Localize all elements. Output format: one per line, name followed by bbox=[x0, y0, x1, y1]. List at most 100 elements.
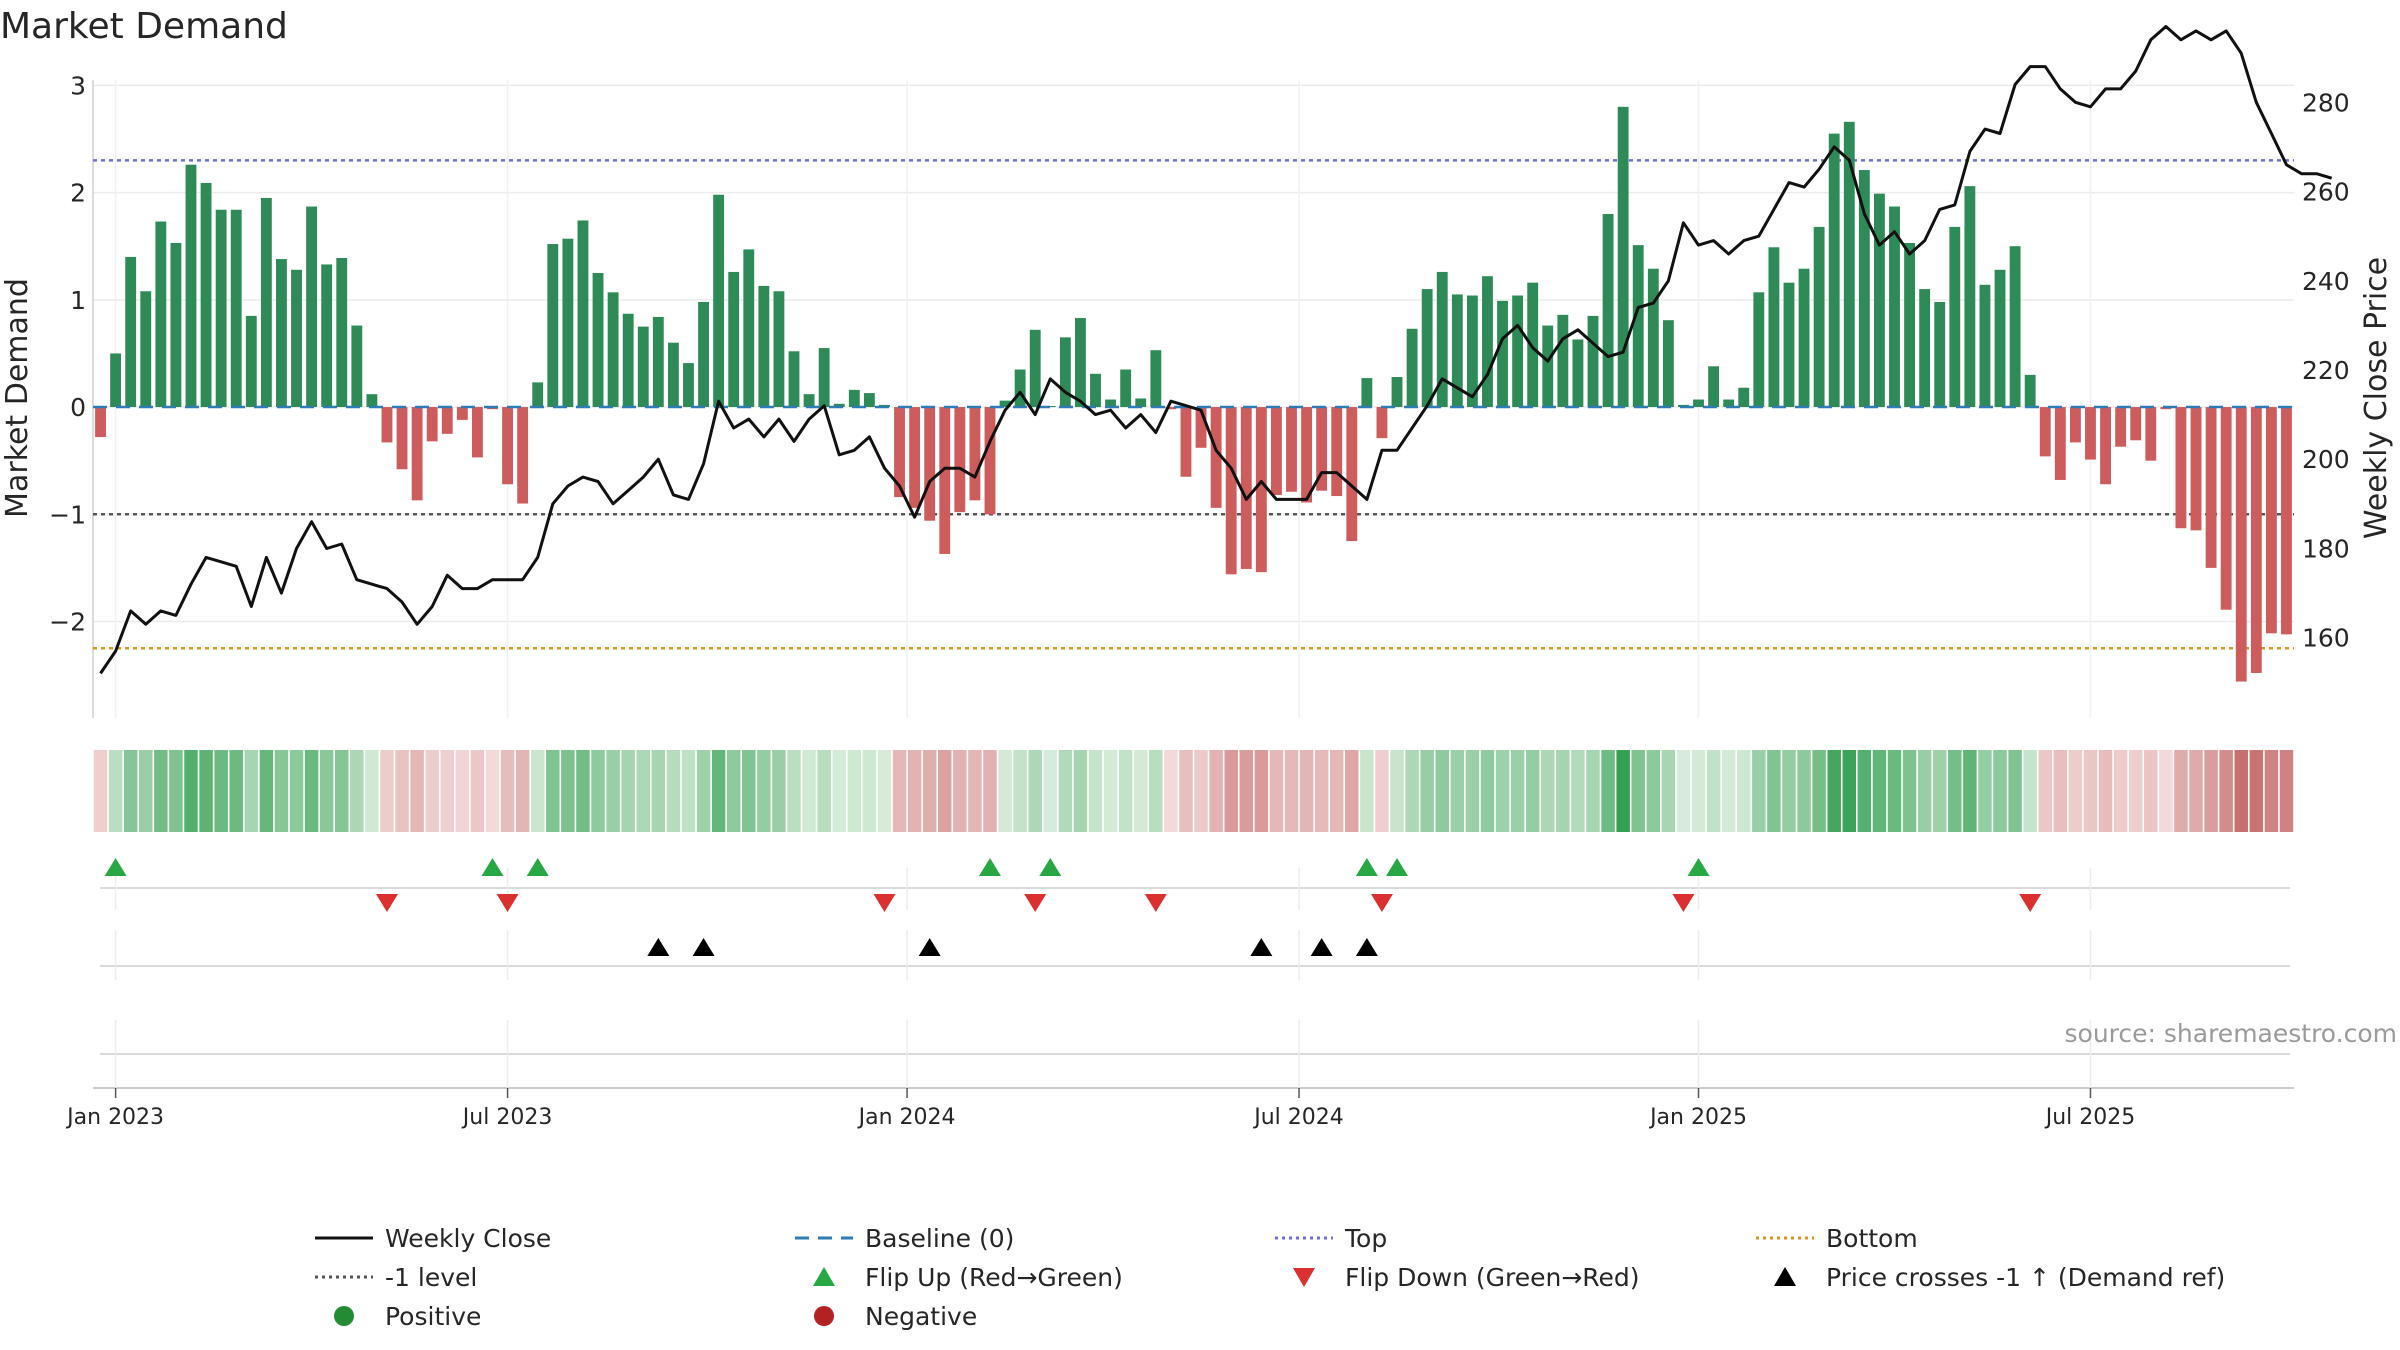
y-tick-label: 3 bbox=[70, 71, 86, 100]
heat-cell bbox=[1676, 750, 1691, 832]
heat-cell bbox=[2053, 750, 2068, 832]
x-tick-label: Jul 2025 bbox=[2044, 1105, 2136, 1130]
heat-cell bbox=[2023, 750, 2037, 832]
heat-cell bbox=[169, 750, 183, 832]
heat-cell bbox=[2144, 750, 2158, 832]
y-tick-label: −2 bbox=[49, 607, 86, 636]
legend-entry: Flip Down (Green→Red) bbox=[1293, 1263, 1640, 1292]
heat-cell bbox=[832, 750, 846, 832]
demand-bar bbox=[411, 407, 423, 501]
heat-cell bbox=[546, 750, 560, 832]
heat-cell bbox=[1616, 750, 1630, 832]
demand-bar bbox=[969, 407, 981, 501]
chart-title: Market Demand bbox=[0, 6, 288, 47]
demand-bar bbox=[1255, 407, 1267, 573]
heat-cell bbox=[1767, 750, 1781, 832]
demand-bar bbox=[2069, 407, 2081, 443]
heat-cell bbox=[1269, 750, 1284, 832]
heat-cell bbox=[2083, 750, 2098, 832]
heat-cell bbox=[1239, 750, 1254, 832]
heat-cell bbox=[244, 750, 259, 832]
heat-cell bbox=[1797, 750, 1811, 832]
y-axis-label: Market Demand bbox=[0, 278, 35, 518]
heat-cell bbox=[1209, 750, 1223, 832]
demand-bar bbox=[607, 292, 619, 408]
legend: Weekly Close Baseline (0) Top Bottom -1 leve… bbox=[315, 1224, 2225, 1331]
flip-up-marker bbox=[1386, 858, 1409, 876]
demand-bar bbox=[1406, 328, 1418, 408]
heat-cell bbox=[1842, 750, 1857, 832]
price-cross-marker bbox=[1355, 938, 1378, 956]
demand-bar bbox=[1421, 289, 1433, 408]
demand-bar bbox=[1225, 407, 1237, 575]
demand-bar bbox=[215, 209, 227, 408]
demand-bar bbox=[2220, 407, 2232, 610]
heat-cell bbox=[1465, 750, 1480, 832]
demand-bar bbox=[1090, 373, 1101, 408]
demand-bar bbox=[1150, 350, 1162, 408]
demand-bar bbox=[1195, 407, 1207, 448]
demand-bar bbox=[1979, 284, 1991, 408]
demand-bar bbox=[1632, 245, 1644, 408]
demand-bar bbox=[1316, 407, 1328, 491]
heat-cell bbox=[892, 750, 907, 832]
demand-bar bbox=[683, 363, 694, 408]
demand-bar bbox=[803, 394, 815, 408]
demand-bar bbox=[155, 221, 167, 408]
demand-bar bbox=[351, 325, 363, 408]
heat-cell bbox=[1510, 750, 1525, 832]
heat-cell bbox=[1827, 750, 1841, 832]
y2-tick-label: 180 bbox=[2302, 534, 2350, 563]
demand-bar bbox=[1029, 329, 1041, 408]
demand-bar bbox=[1858, 170, 1870, 408]
event-markers bbox=[93, 858, 2294, 1089]
demand-bar bbox=[1934, 301, 1946, 408]
demand-bar bbox=[984, 407, 996, 515]
demand-bar bbox=[1376, 407, 1388, 439]
demand-bar bbox=[291, 269, 302, 408]
heat-cell bbox=[515, 750, 530, 832]
heat-cell bbox=[1345, 750, 1359, 832]
heat-cell bbox=[1586, 750, 1600, 832]
demand-bar bbox=[2175, 407, 2187, 529]
demand-bar bbox=[1557, 314, 1569, 408]
heat-cell bbox=[500, 750, 515, 832]
demand-bar bbox=[1919, 289, 1931, 408]
heat-cell bbox=[1571, 750, 1585, 832]
legend-label: Flip Down (Green→Red) bbox=[1345, 1263, 1640, 1292]
demand-bar bbox=[788, 351, 800, 408]
heat-cell bbox=[1978, 750, 1992, 832]
demand-bar bbox=[1436, 271, 1448, 408]
heat-cell bbox=[787, 750, 801, 832]
demand-bar bbox=[321, 264, 333, 408]
heat-cell bbox=[335, 750, 349, 832]
heat-cell bbox=[1450, 750, 1465, 832]
demand-bar bbox=[532, 382, 544, 408]
heat-cell bbox=[681, 750, 696, 832]
y2-tick-label: 220 bbox=[2302, 356, 2350, 385]
demand-bar bbox=[441, 407, 453, 434]
demand-bar bbox=[2265, 407, 2277, 634]
demand-bar bbox=[125, 256, 137, 408]
heat-cell bbox=[1390, 750, 1404, 832]
demand-bar bbox=[517, 407, 529, 504]
heat-cell bbox=[1164, 750, 1178, 832]
flip-down-marker bbox=[2019, 894, 2042, 912]
demand-bar bbox=[2009, 246, 2021, 408]
demand-bar bbox=[1798, 268, 1810, 408]
heat-cell bbox=[289, 750, 304, 832]
demand-bar bbox=[1512, 295, 1524, 408]
heat-cell bbox=[1254, 750, 1269, 832]
legend-swatch bbox=[813, 1267, 835, 1286]
heat-cell bbox=[2189, 750, 2203, 832]
demand-bar bbox=[1994, 269, 2006, 408]
heat-cell bbox=[199, 750, 213, 832]
legend-label: Price crosses -1 ↑ (Demand ref) bbox=[1826, 1263, 2225, 1292]
demand-bar bbox=[471, 407, 483, 458]
demand-bar bbox=[1964, 186, 1976, 408]
heat-cell bbox=[711, 750, 726, 832]
heat-cell bbox=[802, 750, 816, 832]
flip-up-marker bbox=[1355, 858, 1378, 876]
flip-up-marker bbox=[1687, 858, 1710, 876]
heat-cell bbox=[998, 750, 1012, 832]
